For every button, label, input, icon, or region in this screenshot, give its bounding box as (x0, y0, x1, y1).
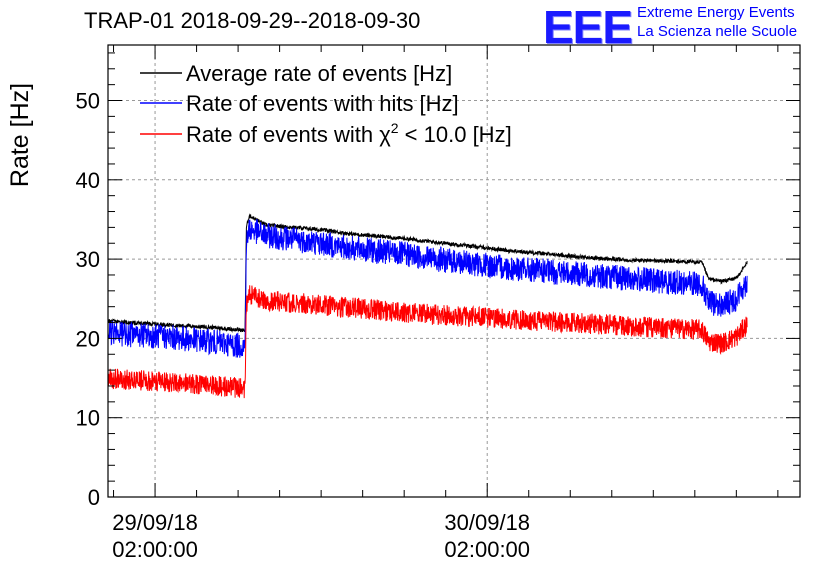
chart-title: TRAP-01 2018-09-29--2018-09-30 (84, 8, 421, 33)
y-tick-label: 40 (76, 168, 100, 193)
x-tick-label-time: 02:00:00 (444, 537, 530, 562)
brand-line-1: Extreme Energy Events (637, 4, 795, 21)
legend-label-2: Rate of events with hits [Hz] (186, 91, 459, 116)
series-line-2 (108, 219, 748, 358)
y-tick-label: 20 (76, 326, 100, 351)
x-tick-label-date: 30/09/18 (444, 510, 530, 535)
y-tick-label: 10 (76, 406, 100, 431)
legend-label-3: Rate of events with χ2 < 10.0 [Hz] (186, 120, 512, 147)
y-tick-label: 0 (88, 485, 100, 510)
y-axis-label: Rate [Hz] (6, 83, 34, 187)
y-tick-label: 30 (76, 247, 100, 272)
plot-frame (107, 44, 801, 498)
brand-line-2: La Scienza nelle Scuole (637, 23, 798, 40)
series-line-3 (108, 285, 748, 399)
y-tick-label: 50 (76, 89, 100, 114)
x-tick-label-time: 02:00:00 (112, 537, 198, 562)
eee-logo: EEE (543, 1, 633, 53)
brand-text: Extreme Energy Events La Scienza nelle S… (637, 3, 797, 41)
series-line-1 (108, 213, 748, 333)
x-tick-label-date: 29/09/18 (112, 510, 198, 535)
legend-label-1: Average rate of events [Hz] (186, 61, 452, 86)
